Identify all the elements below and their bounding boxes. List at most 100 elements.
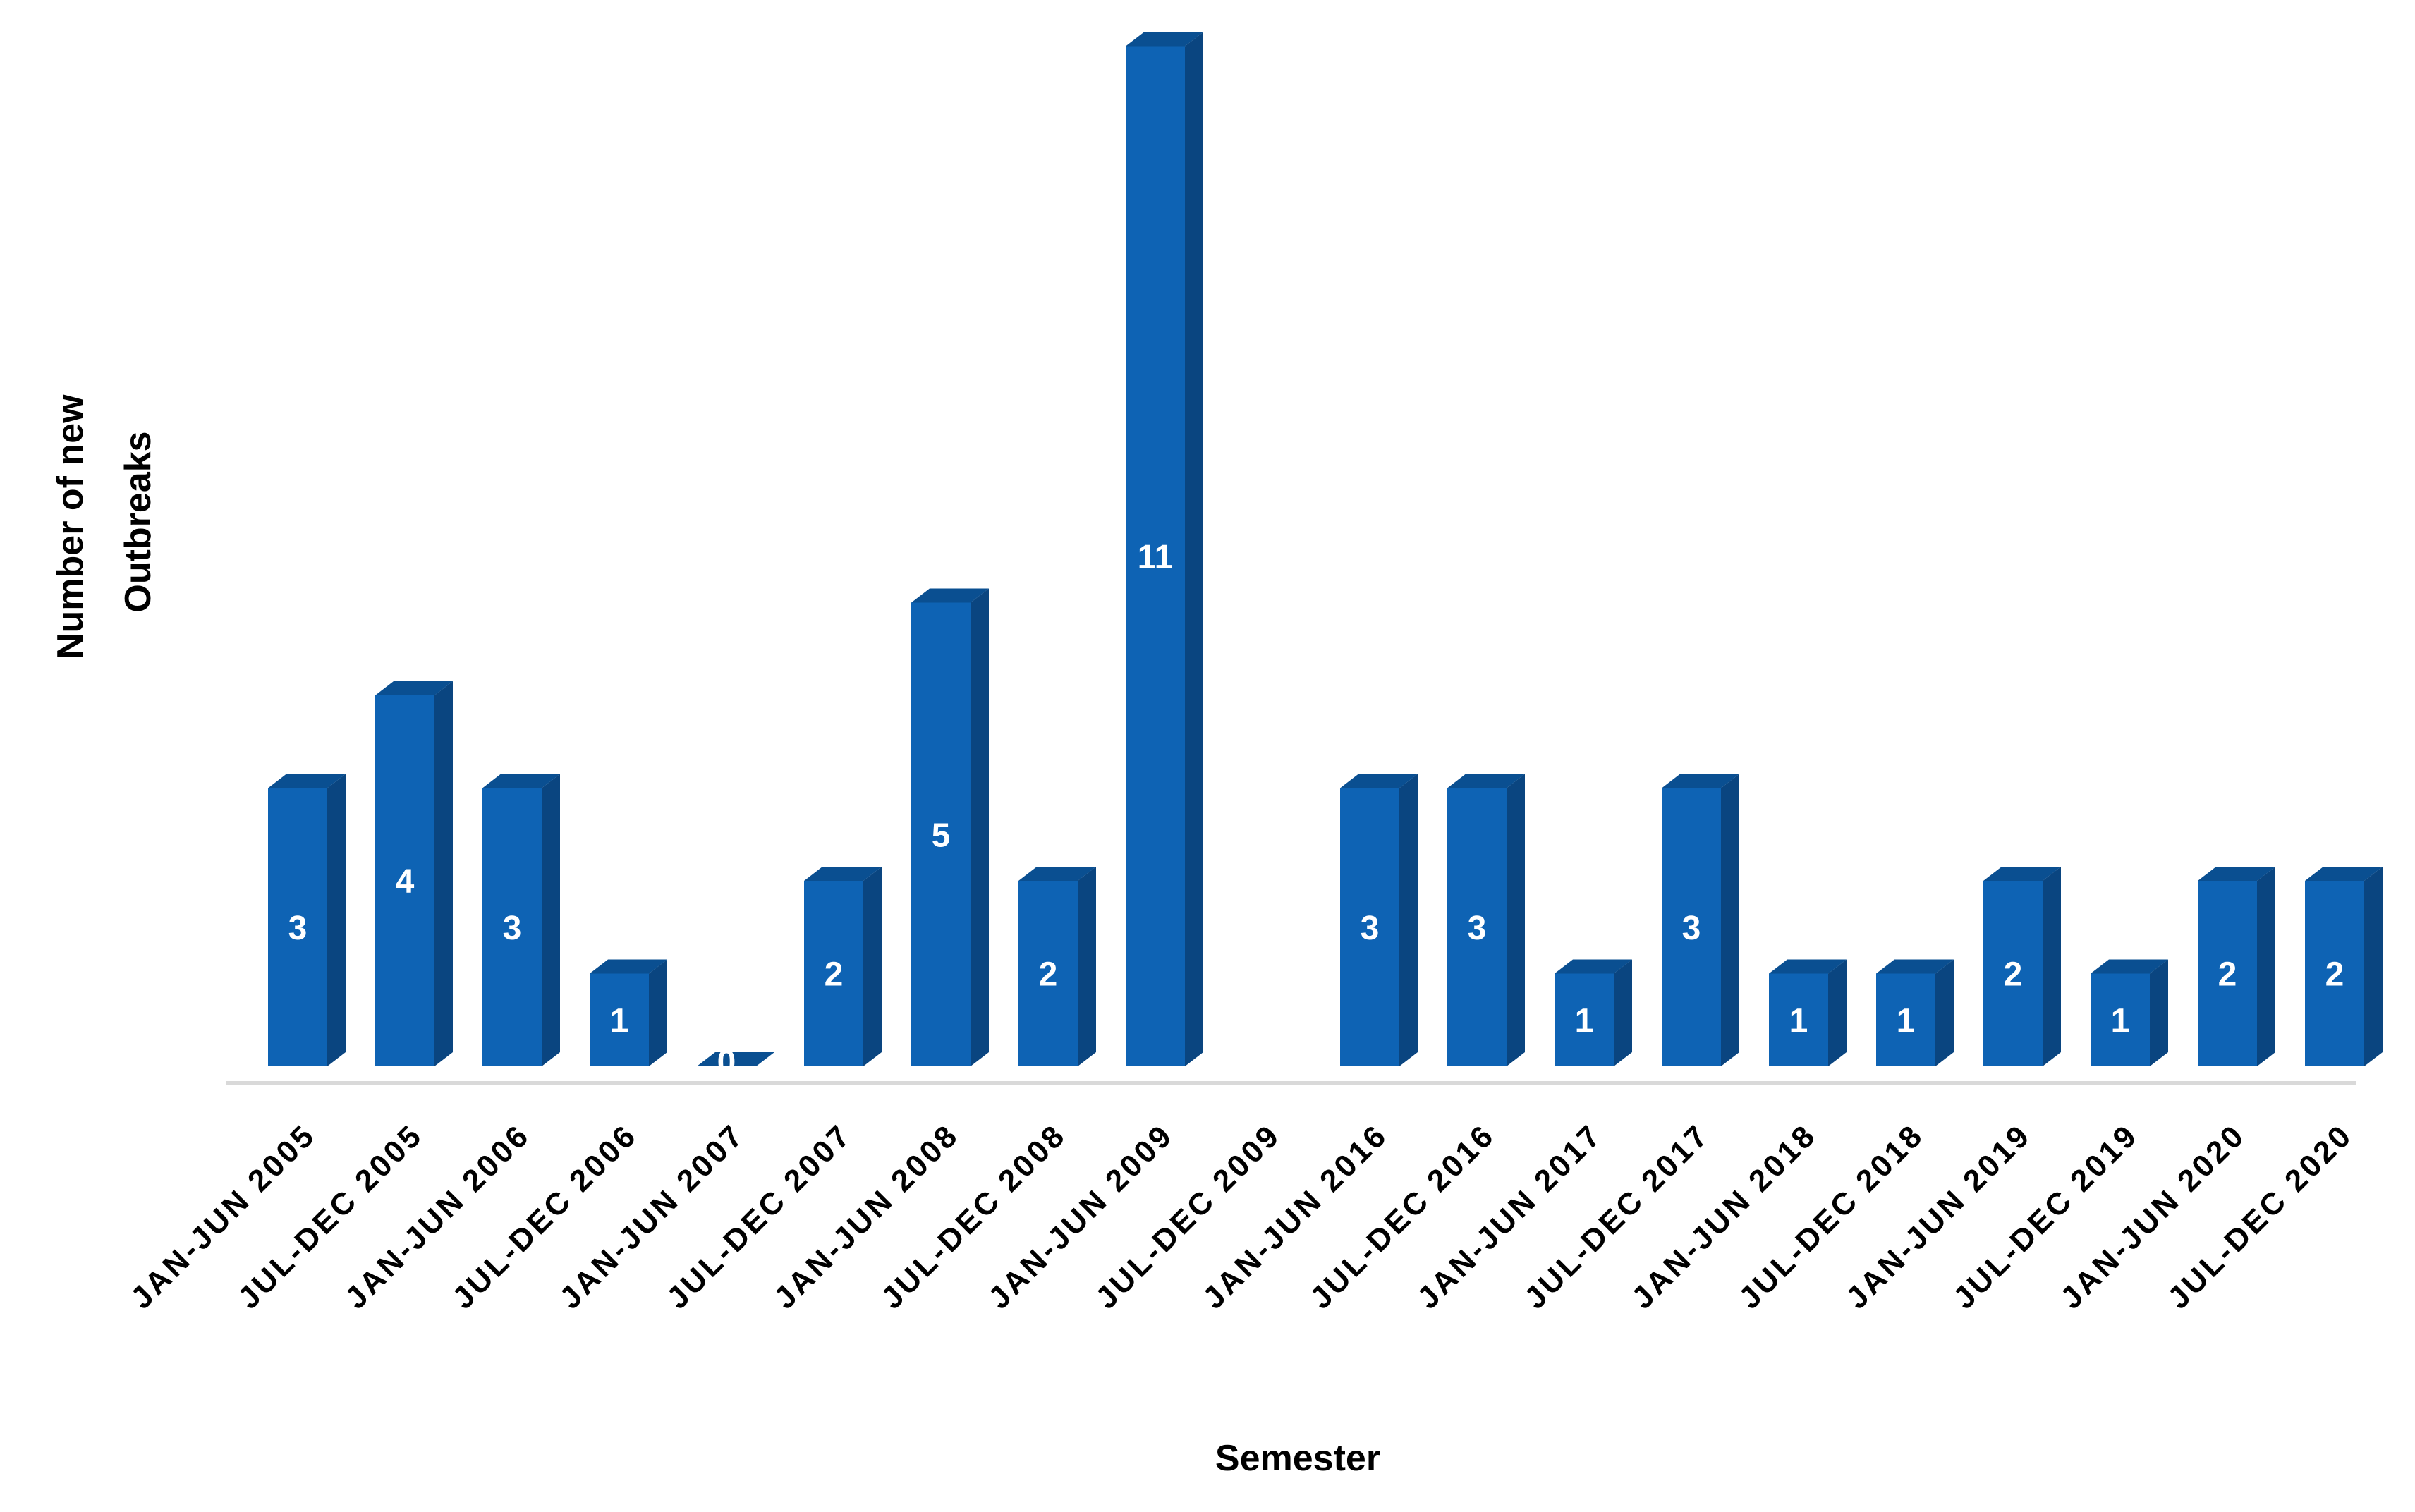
bar-front <box>482 788 542 1066</box>
x-tick-label: JAN-JUN 2016 <box>1196 1117 1394 1315</box>
x-tick-label: JUL-DEC 2007 <box>660 1117 858 1315</box>
bar <box>482 774 560 1066</box>
bar <box>911 588 989 1066</box>
bar-top <box>1555 959 1632 974</box>
data-label: 2 <box>2004 956 2023 994</box>
data-label: 0 <box>717 1044 736 1081</box>
x-tick-label: JAN-JUN 2007 <box>553 1117 751 1315</box>
data-label: 1 <box>610 1002 629 1040</box>
bar-top <box>375 681 453 695</box>
bar-side <box>327 774 346 1066</box>
bar-front <box>1340 788 1399 1066</box>
data-label: 1 <box>1575 1002 1594 1040</box>
bar-side <box>1507 774 1525 1066</box>
x-axis-title: Semester <box>1215 1438 1380 1479</box>
data-label: 1 <box>1897 1002 1916 1040</box>
bar <box>2091 959 2168 1066</box>
bar <box>590 959 667 1066</box>
bar-side <box>2150 959 2168 1066</box>
bar-top <box>1769 959 1847 974</box>
x-tick-label: JUL-DEC 2018 <box>1732 1117 1930 1315</box>
bar-front <box>911 602 971 1066</box>
bar-top <box>268 774 346 788</box>
bar <box>1555 959 1632 1066</box>
bar-top <box>697 1052 774 1066</box>
bar-side <box>542 774 560 1066</box>
bar <box>804 867 882 1066</box>
x-tick-label: JUL-DEC 2020 <box>2161 1117 2359 1315</box>
data-label: 11 <box>1138 539 1174 576</box>
data-label: 2 <box>825 956 844 994</box>
x-tick-label: JUL-DEC 2017 <box>1518 1117 1716 1315</box>
y-axis-title-line-2: Outbreaks <box>118 431 159 612</box>
data-label: 3 <box>1468 910 1487 947</box>
data-label: 3 <box>1682 910 1701 947</box>
x-tick-label: JAN-JUN 2005 <box>124 1117 322 1315</box>
x-tick-label: JUL-DEC 2016 <box>1303 1117 1502 1315</box>
bar <box>1340 774 1418 1066</box>
bar <box>2198 867 2275 1066</box>
data-label: 4 <box>396 863 415 901</box>
bar-front <box>1769 973 1828 1066</box>
bar <box>375 681 453 1066</box>
x-tick-label: JAN-JUN 2020 <box>2054 1117 2252 1315</box>
bar <box>697 1052 774 1066</box>
bar-top <box>1126 32 1203 47</box>
bar-front <box>2091 973 2150 1066</box>
x-tick-label: JAN-JUN 2018 <box>1625 1117 1823 1315</box>
bar-side <box>649 959 667 1066</box>
bar-top <box>1876 959 1954 974</box>
bar-side <box>2043 867 2061 1066</box>
data-label: 2 <box>2325 956 2344 994</box>
bar-top <box>1340 774 1418 788</box>
bar-side <box>1614 959 1632 1066</box>
bar-front <box>1018 881 1078 1066</box>
bar-side <box>971 588 989 1066</box>
bar <box>2305 867 2383 1066</box>
bar <box>1662 774 1739 1066</box>
data-label: 2 <box>2218 956 2237 994</box>
x-tick-label: JAN-JUN 2019 <box>1839 1117 2038 1315</box>
bar <box>1983 867 2061 1066</box>
bar-front <box>1983 881 2043 1066</box>
data-label: 1 <box>2111 1002 2130 1040</box>
bar <box>1769 959 1847 1066</box>
bar-side <box>1078 867 1096 1066</box>
x-tick-label: JUL-DEC 2008 <box>875 1117 1073 1315</box>
bar <box>1447 774 1525 1066</box>
bar-front <box>1555 973 1614 1066</box>
bar-front <box>2198 881 2257 1066</box>
bar-front <box>375 695 434 1066</box>
bar-top <box>1983 867 2061 881</box>
x-tick-label: JUL-DEC 2005 <box>231 1117 430 1315</box>
bar-front <box>590 973 649 1066</box>
bar-front <box>1447 788 1507 1066</box>
bar-front <box>2305 881 2364 1066</box>
data-label: 3 <box>503 910 522 947</box>
bar-side <box>2364 867 2383 1066</box>
bar-side <box>1828 959 1847 1066</box>
data-label: 5 <box>932 817 951 854</box>
bar-top <box>2198 867 2275 881</box>
data-label: 1 <box>1789 1002 1808 1040</box>
bar-side <box>434 681 453 1066</box>
bar-top <box>482 774 560 788</box>
data-label: 3 <box>288 910 308 947</box>
bar <box>1126 32 1203 1066</box>
bar-side <box>1185 32 1203 1066</box>
data-label: 2 <box>1039 956 1058 994</box>
bar-top <box>804 867 882 881</box>
bar <box>1876 959 1954 1066</box>
bar <box>1018 867 1096 1066</box>
bar-side <box>1935 959 1954 1066</box>
bar-front <box>1876 973 1935 1066</box>
y-axis-title-line-1: Number of new <box>50 394 91 659</box>
bar-top <box>2091 959 2168 974</box>
bar-side <box>1721 774 1739 1066</box>
bar-front <box>1126 46 1185 1066</box>
bar-front <box>268 788 327 1066</box>
x-tick-label: JAN-JUN 2008 <box>767 1117 966 1315</box>
